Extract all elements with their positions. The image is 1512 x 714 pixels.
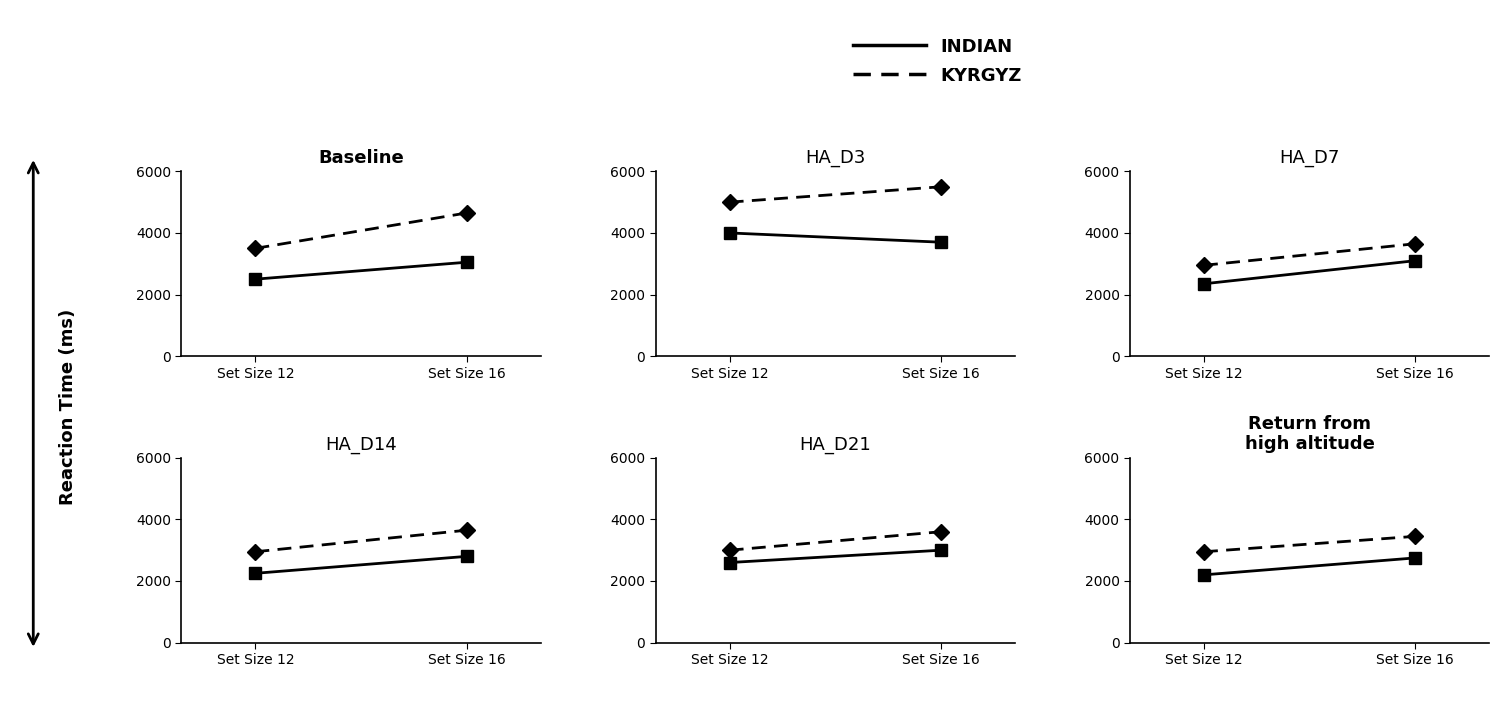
Title: Return from
high altitude: Return from high altitude [1244,415,1374,453]
Legend: INDIAN, KYRGYZ: INDIAN, KYRGYZ [847,31,1028,91]
Title: Baseline: Baseline [318,149,404,167]
Title: HA_D14: HA_D14 [325,436,398,453]
Title: HA_D7: HA_D7 [1279,149,1340,167]
Title: HA_D21: HA_D21 [800,436,871,453]
Title: HA_D3: HA_D3 [806,149,865,167]
Text: Reaction Time (ms): Reaction Time (ms) [59,309,77,505]
